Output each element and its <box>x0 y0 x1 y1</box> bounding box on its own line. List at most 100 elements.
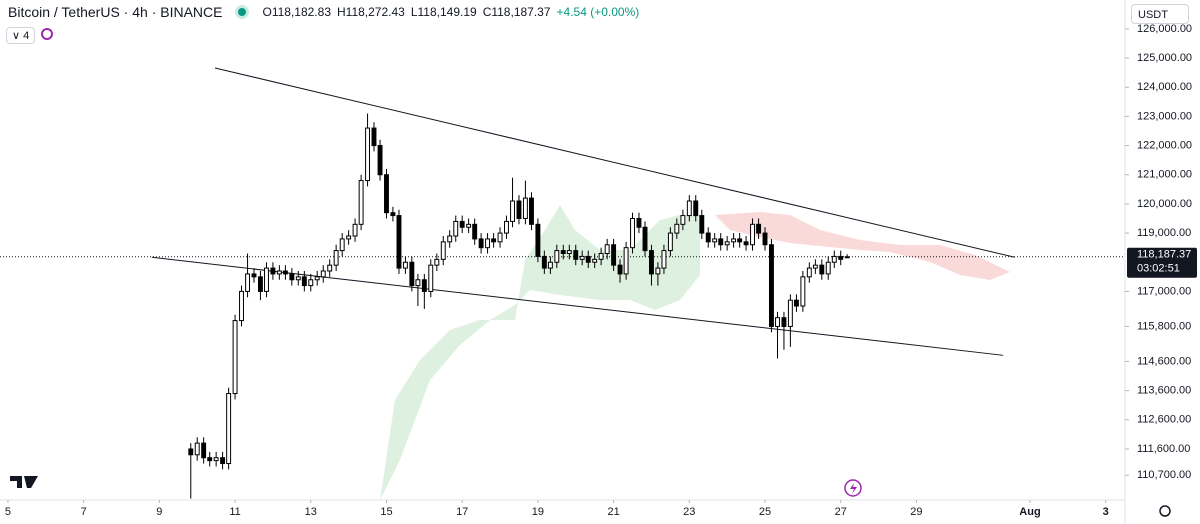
y-tick-label: 119,000.00 <box>1137 227 1191 239</box>
candle-body <box>245 273 251 292</box>
candle <box>674 218 680 239</box>
candle <box>314 271 320 286</box>
candle-body <box>504 220 509 234</box>
candle <box>844 254 850 259</box>
candle <box>220 451 226 470</box>
candle <box>194 437 200 461</box>
candle <box>667 227 673 257</box>
y-tick-label: 113,600.00 <box>1137 385 1191 397</box>
candle <box>825 256 831 280</box>
candle-body <box>239 290 244 322</box>
candle-body <box>257 276 263 292</box>
candle <box>585 250 591 269</box>
candle-body <box>793 299 799 307</box>
candle-body <box>781 317 787 327</box>
y-tick-label: 123,000.00 <box>1137 110 1192 122</box>
x-tick-label: 17 <box>456 506 468 518</box>
candle-body <box>592 258 598 263</box>
candle-body <box>516 200 522 219</box>
candle-body <box>831 255 837 263</box>
candle <box>598 247 604 266</box>
candle <box>421 273 427 309</box>
candle <box>289 268 295 286</box>
candle <box>257 271 263 301</box>
candle <box>301 271 307 292</box>
candle <box>339 233 345 257</box>
candle-body <box>220 457 226 465</box>
indicator-count: 4 <box>23 30 30 42</box>
candle-body <box>554 250 560 263</box>
price-change: +4.54 (+0.00%) <box>556 5 640 19</box>
ohlc-open: O118,182.83 <box>262 5 331 19</box>
candle-body <box>535 223 541 257</box>
candle <box>731 233 737 248</box>
candle <box>560 244 566 260</box>
candle <box>661 244 667 274</box>
candle <box>472 218 478 245</box>
settings-icon[interactable] <box>1159 505 1171 517</box>
candle <box>573 244 579 266</box>
y-tick-label: 122,000.00 <box>1137 139 1192 151</box>
candle-body <box>308 279 314 287</box>
candle-body <box>718 238 724 246</box>
candle-body <box>194 442 200 456</box>
symbol-title[interactable]: Bitcoin / TetherUS · 4h · BINANCE <box>8 4 223 20</box>
currency-select[interactable]: USDT <box>1131 4 1189 24</box>
candle-body <box>384 174 389 214</box>
x-tick-label: 9 <box>156 506 162 518</box>
alert-icon-bolt <box>850 483 857 494</box>
x-tick-label: 25 <box>759 506 771 518</box>
candle <box>447 230 453 248</box>
candle <box>434 253 440 272</box>
y-tick-label: 117,000.00 <box>1137 285 1191 297</box>
candle <box>831 250 837 269</box>
candle-body <box>838 255 844 260</box>
candle <box>611 238 617 272</box>
x-tick-label: 19 <box>532 506 544 518</box>
candle <box>579 250 585 266</box>
candle <box>617 259 623 283</box>
candle <box>459 215 465 234</box>
y-tick-label: 124,000.00 <box>1137 81 1192 93</box>
candle <box>819 259 825 280</box>
candle <box>333 244 339 272</box>
candle-body <box>440 241 446 260</box>
candle <box>648 244 654 286</box>
candle <box>226 387 232 470</box>
candle-body <box>497 232 503 243</box>
candle-body <box>724 241 730 246</box>
candle-body <box>604 244 610 255</box>
candle-body <box>617 264 623 275</box>
candle <box>245 253 251 298</box>
x-tick-label: 21 <box>607 506 619 518</box>
price-label: 118,187.37 <box>1137 249 1191 261</box>
candle <box>346 230 352 245</box>
candle-body <box>466 223 472 228</box>
candle-body <box>630 217 635 249</box>
indicator-toggle[interactable]: ∨ 4 <box>6 27 36 44</box>
candle <box>282 265 288 280</box>
candle-body <box>712 238 718 243</box>
candle-body <box>358 180 364 225</box>
candle-body <box>415 279 421 287</box>
candle-body <box>428 264 434 292</box>
candle-body <box>642 226 648 252</box>
alert-icon[interactable] <box>844 479 862 497</box>
market-status <box>238 8 247 16</box>
x-tick-label: 15 <box>380 506 392 518</box>
candle-body <box>667 232 673 252</box>
candle-body <box>434 258 440 266</box>
candle-body <box>472 223 478 240</box>
candle <box>535 218 541 263</box>
countdown-label: 03:02:51 <box>1137 263 1180 275</box>
candle-body <box>806 267 812 278</box>
candle <box>806 262 812 283</box>
indicator-icon[interactable] <box>41 28 53 40</box>
ohlc-close: C118,187.37 <box>482 5 551 19</box>
y-tick-label: 126,000.00 <box>1137 23 1192 35</box>
candle-body <box>390 212 396 217</box>
candle <box>201 437 207 464</box>
candle <box>207 451 213 467</box>
candle-body <box>485 238 491 249</box>
